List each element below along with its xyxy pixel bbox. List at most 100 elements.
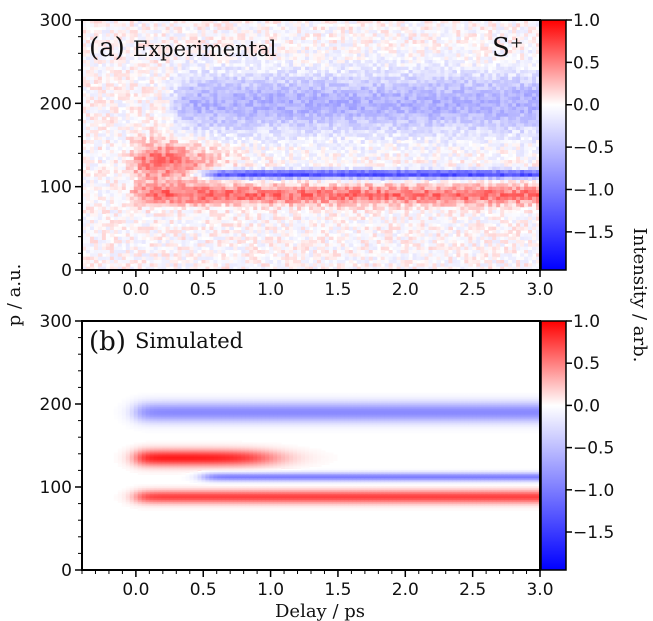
- heatmap-cell: [165, 73, 171, 78]
- heatmap-cell: [109, 36, 115, 41]
- heatmap-cell: [177, 56, 183, 61]
- heatmap-cell: [145, 193, 151, 198]
- heatmap-cell: [141, 126, 147, 131]
- heatmap-cell: [177, 76, 183, 81]
- heatmap-cell: [113, 226, 119, 231]
- heatmap-cell: [153, 30, 159, 34]
- heatmap-cell: [133, 163, 139, 168]
- heatmap-cell: [173, 246, 179, 251]
- heatmap-cell: [93, 63, 99, 68]
- heatmap-cell: [165, 216, 171, 221]
- heatmap-cell: [197, 93, 203, 98]
- heatmap-cell: [85, 93, 91, 98]
- heatmap-cell: [113, 243, 119, 248]
- heatmap-cell: [173, 76, 179, 81]
- heatmap-cell: [97, 140, 103, 144]
- heatmap-cell: [177, 226, 183, 231]
- heatmap-cell: [109, 20, 115, 24]
- heatmap-cell: [137, 43, 143, 48]
- heatmap-cell: [185, 163, 191, 168]
- heatmap-cell: [121, 230, 127, 234]
- heatmap-cell: [89, 200, 95, 204]
- heatmap-cell: [125, 220, 131, 224]
- heatmap-cell: [93, 230, 99, 234]
- heatmap-cell: [129, 250, 135, 254]
- heatmap-cell: [145, 256, 151, 261]
- heatmap-cell: [165, 23, 171, 28]
- heatmap-cell: [189, 153, 195, 158]
- heatmap-cell: [157, 166, 163, 171]
- heatmap-cell: [201, 116, 207, 121]
- heatmap-cell: [113, 26, 119, 31]
- heatmap-cell: [105, 76, 111, 81]
- heatmap-cell: [82, 133, 87, 138]
- heatmap-cell: [169, 250, 175, 254]
- heatmap-cell: [193, 70, 199, 74]
- heatmap-cell: [97, 220, 103, 224]
- heatmap-cell: [185, 193, 191, 198]
- heatmap-cell: [233, 133, 238, 138]
- heatmap-cell: [85, 196, 91, 201]
- heatmap-cell: [157, 63, 163, 68]
- heatmap-cell: [129, 63, 135, 68]
- heatmap-cell: [105, 203, 111, 208]
- heatmap-cell: [193, 186, 199, 191]
- heatmap-cell: [193, 126, 199, 131]
- heatmap-cell: [189, 243, 195, 248]
- heatmap-cell: [157, 106, 163, 111]
- heatmap-cell: [169, 166, 175, 171]
- heatmap-cell: [149, 43, 155, 48]
- heatmap-cell: [82, 233, 87, 238]
- heatmap-cell: [169, 80, 175, 84]
- heatmap-cell: [344, 160, 350, 164]
- heatmap-cell: [161, 70, 167, 74]
- heatmap-cell: [141, 93, 147, 98]
- heatmap-cell: [85, 80, 91, 84]
- heatmap-cell: [181, 86, 187, 91]
- heatmap-cell: [332, 230, 338, 234]
- heatmap-cell: [129, 143, 135, 148]
- heatmap-cell: [93, 233, 99, 238]
- heatmap-cell: [93, 93, 99, 98]
- heatmap-cell: [165, 156, 171, 161]
- heatmap-cell: [85, 146, 91, 151]
- heatmap-cell: [157, 130, 163, 134]
- heatmap-cell: [129, 190, 135, 194]
- heatmap-cell: [113, 30, 119, 34]
- heatmap-cell: [145, 240, 151, 244]
- heatmap-cell: [181, 243, 187, 248]
- heatmap-cell: [181, 200, 187, 204]
- heatmap-cell: [197, 116, 203, 121]
- heatmap-cell: [149, 256, 155, 261]
- heatmap-cell: [356, 153, 362, 158]
- heatmap-cell: [201, 203, 207, 208]
- heatmap-cell: [93, 120, 99, 124]
- heatmap-cell: [82, 180, 87, 184]
- heatmap-cell: [82, 206, 87, 211]
- heatmap-cell: [169, 63, 175, 68]
- heatmap-cell: [241, 133, 246, 138]
- heatmap-cell: [117, 50, 123, 54]
- heatmap-cell: [133, 90, 139, 94]
- heatmap-cell: [133, 96, 139, 101]
- heatmap-cell: [129, 186, 135, 191]
- heatmap-cell: [165, 60, 171, 64]
- heatmap-cell: [109, 173, 115, 178]
- heatmap-cell: [101, 223, 107, 228]
- heatmap-cell: [149, 186, 155, 191]
- heatmap-cell: [125, 130, 131, 134]
- heatmap-cell: [161, 203, 167, 208]
- heatmap-cell: [189, 176, 195, 181]
- heatmap-cell: [169, 143, 175, 148]
- heatmap-cell: [82, 80, 87, 84]
- heatmap-cell: [85, 243, 91, 248]
- heatmap-cell: [117, 140, 123, 144]
- heatmap-cell: [89, 246, 95, 251]
- heatmap-cell: [109, 136, 115, 141]
- heatmap-cell: [97, 40, 103, 44]
- heatmap-cell: [201, 200, 207, 204]
- heatmap-cell: [153, 216, 159, 221]
- heatmap-cell: [181, 173, 187, 178]
- heatmap-cell: [105, 53, 111, 58]
- heatmap-cell: [121, 96, 127, 101]
